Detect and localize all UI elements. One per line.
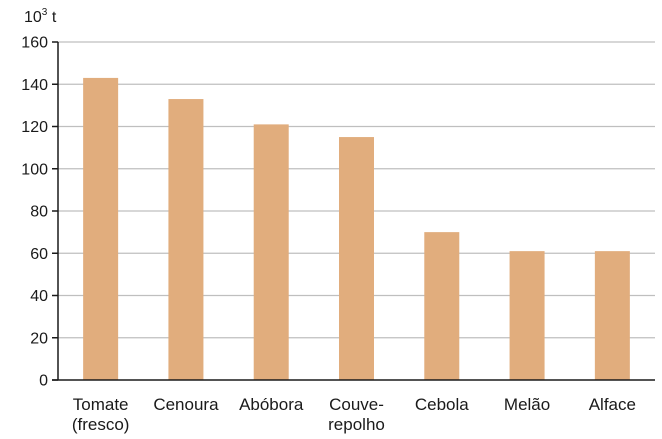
bar xyxy=(168,99,204,380)
bars xyxy=(83,77,630,380)
x-category-label: Melão xyxy=(504,395,550,414)
x-category-label: Cebola xyxy=(415,395,469,414)
y-tick-label: 80 xyxy=(30,204,48,221)
y-tick-label: 160 xyxy=(21,35,48,52)
x-category-label-line: (fresco) xyxy=(72,415,130,434)
x-category-label-line: Melão xyxy=(504,395,550,414)
unit-base: 10 xyxy=(24,9,42,26)
x-category-label: Tomate (fresco) xyxy=(72,395,130,434)
x-category-label-line: Couve- xyxy=(329,395,384,414)
x-category-label-line: Alface xyxy=(589,395,636,414)
y-tick-label: 140 xyxy=(21,77,48,94)
bar xyxy=(83,77,119,380)
unit-exponent: 3 xyxy=(42,7,48,18)
x-category-label: Cenoura xyxy=(153,395,219,414)
y-unit-label: 103 t xyxy=(24,7,57,26)
bar xyxy=(253,124,289,380)
x-category-label: Abóbora xyxy=(239,395,304,414)
axes xyxy=(52,41,655,381)
x-category-label: Alface xyxy=(589,395,636,414)
y-tick-labels: 0 20 40 60 80 100 120 140 160 xyxy=(21,35,48,390)
x-category-label-line: Abóbora xyxy=(239,395,304,414)
unit-name: t xyxy=(52,9,57,26)
x-category-labels: Tomate (fresco) Cenoura Abóbora Couve-repolh… xyxy=(72,395,636,434)
x-category-label-line: Tomate xyxy=(73,395,129,414)
x-category-label-line: Cenoura xyxy=(153,395,219,414)
bar xyxy=(424,232,460,380)
y-tick-label: 60 xyxy=(30,246,48,263)
bar xyxy=(509,251,545,380)
x-category-label-line: repolho xyxy=(328,415,385,434)
x-category-label: Couve-repolho xyxy=(328,395,385,434)
x-category-label-line: Cebola xyxy=(415,395,469,414)
y-tick-label: 20 xyxy=(30,330,48,347)
bar xyxy=(594,251,630,380)
y-tick-label: 100 xyxy=(21,161,48,178)
y-tick-label: 40 xyxy=(30,288,48,305)
y-tick-label: 0 xyxy=(39,373,48,390)
bar xyxy=(339,137,374,380)
y-tick-label: 120 xyxy=(21,119,48,136)
